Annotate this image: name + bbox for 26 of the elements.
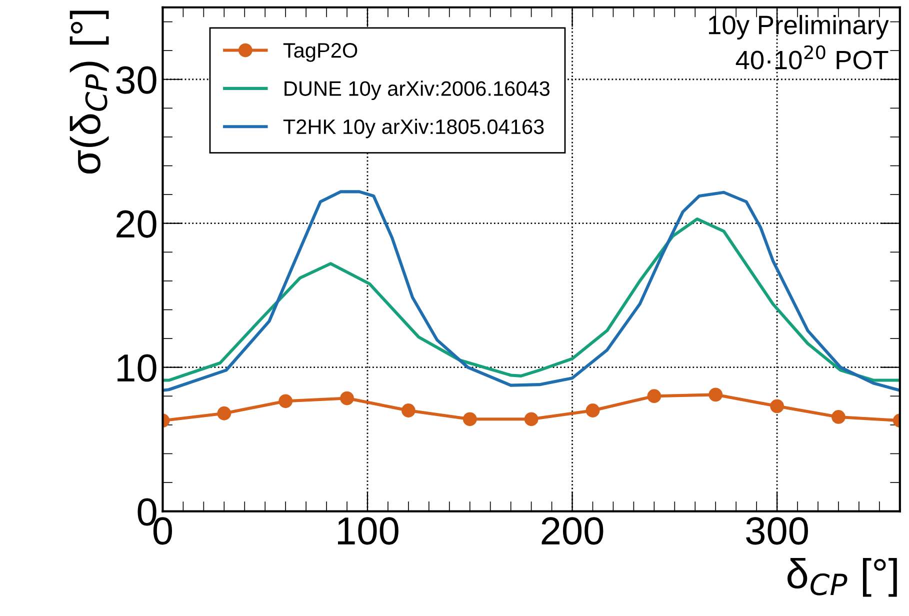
x-tick-label: 100 <box>338 517 398 545</box>
y-tick-label: 20 <box>116 210 156 238</box>
point <box>278 394 293 408</box>
x-tick-label: 200 <box>542 517 604 545</box>
point <box>524 412 538 426</box>
line-series <box>162 217 900 382</box>
legend-label: DUNE 10y arXiv:2006.16043 <box>284 80 550 100</box>
y-tick-label: 10 <box>118 354 156 382</box>
legend-label: TagP2O <box>283 43 358 62</box>
annotation: 40·10$^{20}$ POT <box>736 45 888 70</box>
point <box>340 391 354 406</box>
point <box>217 406 232 420</box>
point <box>462 412 477 426</box>
line-series <box>162 190 900 392</box>
x-tick-label: 300 <box>746 517 808 545</box>
point <box>708 388 723 402</box>
y-tick-label: 30 <box>116 66 156 94</box>
point <box>832 410 846 424</box>
legend-label: T2HK 10y arXiv:1805.04163 <box>283 118 544 138</box>
annotation: 10y Preliminary <box>709 14 889 40</box>
point <box>402 404 416 418</box>
y-axis-title: σ(δ$_{CP}$) [°] <box>70 10 109 174</box>
point <box>586 404 600 418</box>
point <box>647 389 662 404</box>
point <box>770 399 784 414</box>
x-axis-title: δ$_{CP}$ [°] <box>787 558 897 597</box>
